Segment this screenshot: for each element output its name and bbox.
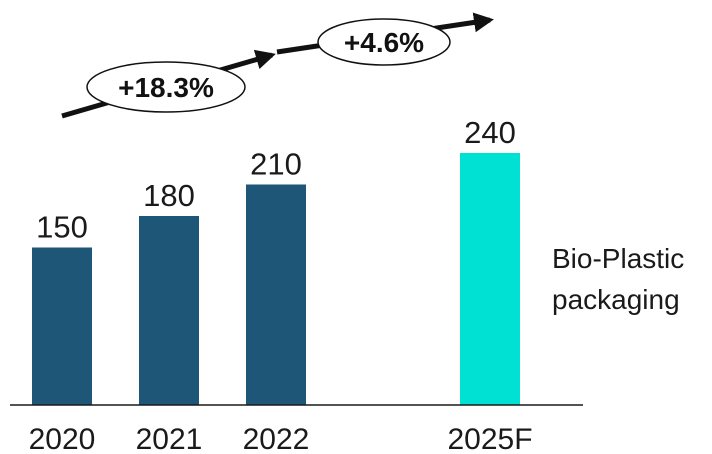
growth-bubble-2 xyxy=(317,18,451,66)
growth-bubble-1 xyxy=(86,61,246,113)
legend-line-1: Bio-Plastic xyxy=(552,243,684,274)
x-tick-label-2021: 2021 xyxy=(136,423,203,454)
bar-2020 xyxy=(32,247,92,405)
x-tick-labels-layer: 2020 2021 2022 2025F xyxy=(29,423,533,454)
growth-arrows-layer: +18.3% +4.6% xyxy=(61,12,494,119)
value-label-2025f: 240 xyxy=(464,115,516,150)
legend: Bio-Plastic packaging xyxy=(552,243,684,315)
value-label-2022: 210 xyxy=(250,147,302,182)
legend-line-2: packaging xyxy=(552,284,680,315)
growth-label-1: +18.3% xyxy=(118,72,214,103)
x-tick-label-2025f: 2025F xyxy=(447,423,532,454)
value-labels-layer: 150 180 210 240 xyxy=(36,115,516,245)
bar-2022 xyxy=(246,184,306,405)
bars-layer xyxy=(32,153,520,405)
value-label-2021: 180 xyxy=(143,178,195,213)
bar-2025f xyxy=(460,153,520,405)
bar-2021 xyxy=(139,216,199,405)
x-tick-label-2020: 2020 xyxy=(29,423,96,454)
x-tick-label-2022: 2022 xyxy=(243,423,310,454)
growth-label-2: +4.6% xyxy=(344,27,424,58)
value-label-2020: 150 xyxy=(36,210,88,245)
